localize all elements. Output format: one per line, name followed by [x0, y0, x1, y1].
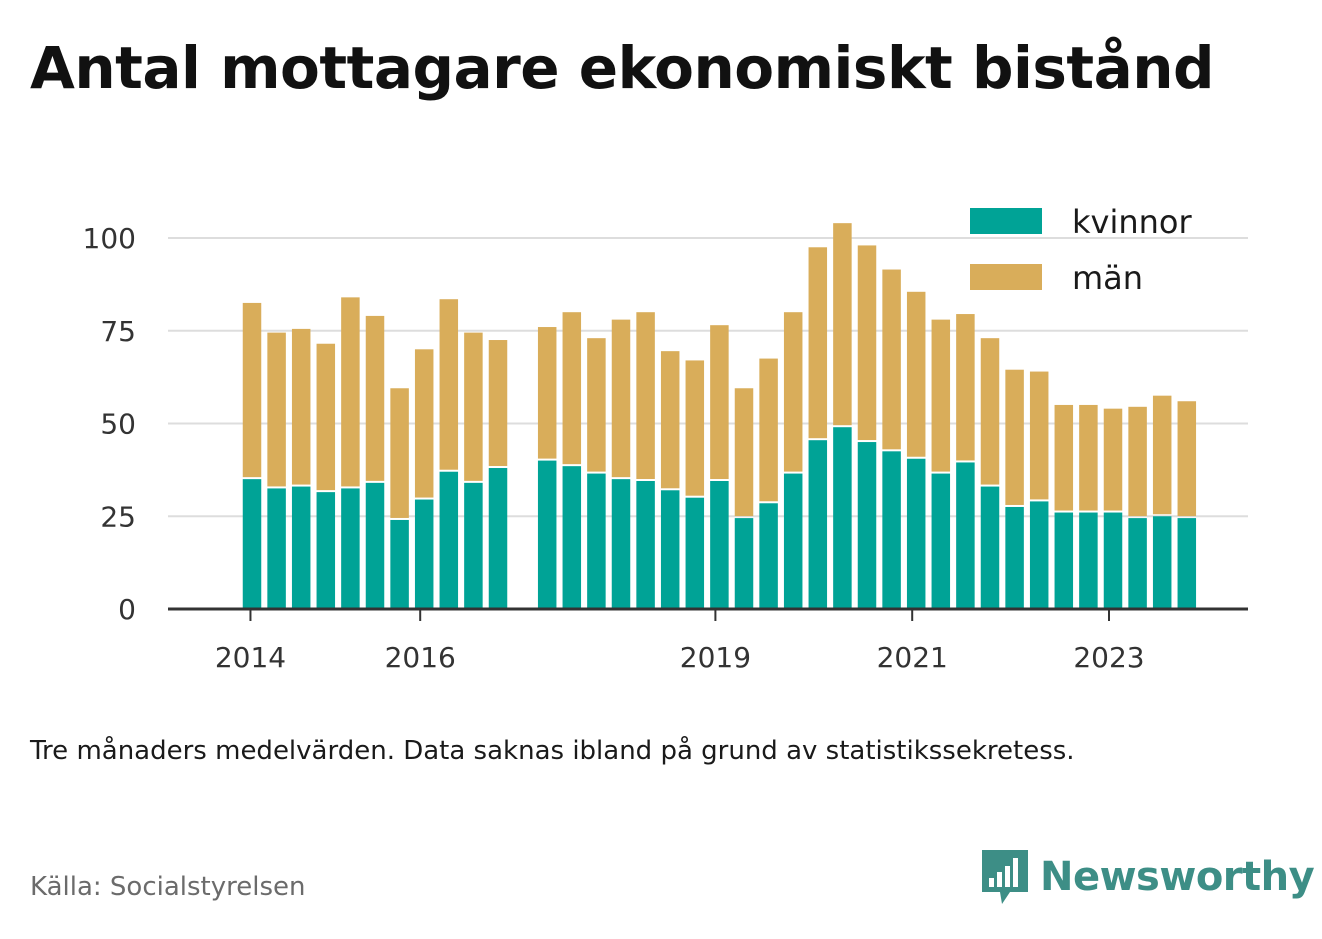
bar-man[interactable]	[267, 332, 286, 487]
bar-man[interactable]	[390, 388, 409, 518]
bar-man[interactable]	[857, 245, 877, 441]
bar-kvinnor[interactable]	[587, 473, 606, 609]
y-tick-label: 0	[118, 593, 136, 626]
bar-kvinnor[interactable]	[267, 488, 286, 609]
brand-logo[interactable]: Newsworthy	[980, 848, 1315, 906]
bar-man[interactable]	[611, 319, 631, 478]
legend-label-kvinnor: kvinnor	[1072, 203, 1193, 241]
bar-kvinnor[interactable]	[488, 468, 508, 609]
x-tick-label: 2019	[680, 641, 751, 674]
bar-man[interactable]	[710, 325, 729, 480]
bar-kvinnor[interactable]	[242, 479, 262, 609]
chart-title: Antal mottagare ekonomiskt bistånd	[30, 34, 1215, 102]
bar-kvinnor[interactable]	[980, 486, 1000, 609]
bar-kvinnor[interactable]	[1029, 501, 1049, 609]
bar-man[interactable]	[759, 358, 778, 502]
bar-man[interactable]	[783, 312, 803, 472]
bar-man[interactable]	[537, 327, 557, 459]
bar-man[interactable]	[316, 343, 336, 491]
bar-man[interactable]	[488, 340, 508, 467]
bar-kvinnor[interactable]	[1005, 506, 1024, 609]
bar-man[interactable]	[587, 338, 606, 472]
bar-man[interactable]	[882, 269, 901, 450]
bar-kvinnor[interactable]	[759, 503, 778, 609]
bar-man[interactable]	[833, 223, 852, 426]
bar-man[interactable]	[414, 349, 434, 498]
legend-label-man: män	[1072, 259, 1143, 297]
bar-man[interactable]	[1152, 395, 1172, 515]
bar-man[interactable]	[956, 314, 975, 461]
y-tick-label: 75	[100, 315, 136, 348]
bar-man[interactable]	[1177, 401, 1197, 517]
y-tick-label: 25	[100, 500, 136, 533]
bar-man[interactable]	[980, 338, 1000, 485]
bar-man[interactable]	[291, 328, 311, 485]
bar-man[interactable]	[341, 297, 360, 487]
bar-kvinnor[interactable]	[291, 486, 311, 609]
bar-kvinnor[interactable]	[660, 490, 680, 609]
x-tick-label: 2016	[385, 641, 456, 674]
bar-kvinnor[interactable]	[316, 492, 336, 609]
legend-swatch-man	[970, 264, 1042, 290]
bar-kvinnor[interactable]	[1103, 512, 1123, 609]
bar-man[interactable]	[685, 360, 705, 496]
bar-kvinnor[interactable]	[783, 473, 803, 609]
bar-kvinnor[interactable]	[882, 451, 901, 609]
bar-man[interactable]	[1103, 408, 1123, 511]
y-tick-label: 100	[83, 222, 136, 255]
bar-kvinnor[interactable]	[439, 471, 459, 609]
bar-kvinnor[interactable]	[562, 466, 582, 609]
brand-name: Newsworthy	[1040, 854, 1315, 900]
y-tick-label: 50	[100, 408, 136, 441]
bar-kvinnor[interactable]	[414, 499, 434, 609]
bar-kvinnor[interactable]	[464, 482, 483, 609]
bar-kvinnor[interactable]	[390, 519, 409, 609]
x-tick-label: 2023	[1073, 641, 1144, 674]
bar-man[interactable]	[906, 291, 926, 457]
chart-note: Tre månaders medelvärden. Data saknas ib…	[30, 736, 1075, 766]
bar-man[interactable]	[1005, 369, 1024, 505]
bar-man[interactable]	[808, 247, 828, 439]
bar-kvinnor[interactable]	[1079, 512, 1098, 609]
bar-man[interactable]	[1079, 404, 1098, 511]
bar-man[interactable]	[660, 351, 680, 489]
stacked-bar-chart: 0 25 50 75 100 2014 2016 2019 2021 2023 kvinnor män	[83, 203, 1248, 674]
bar-kvinnor[interactable]	[956, 462, 975, 609]
bar-kvinnor[interactable]	[808, 440, 828, 609]
bar-kvinnor[interactable]	[636, 481, 655, 609]
bar-man[interactable]	[734, 388, 754, 517]
bar-man[interactable]	[562, 312, 582, 465]
bar-kvinnor[interactable]	[906, 458, 926, 609]
legend-swatch-kvinnor	[970, 208, 1042, 234]
bar-man[interactable]	[636, 312, 655, 480]
x-tick-label: 2021	[877, 641, 948, 674]
bar-kvinnor[interactable]	[710, 481, 729, 609]
bar-man[interactable]	[1128, 406, 1147, 517]
bar-kvinnor[interactable]	[931, 473, 951, 609]
bar-man[interactable]	[1029, 371, 1049, 500]
bar-kvinnor[interactable]	[685, 497, 705, 609]
source-label: Källa: Socialstyrelsen	[30, 872, 306, 902]
bar-man[interactable]	[931, 319, 951, 472]
bar-kvinnor[interactable]	[365, 482, 385, 609]
bar-kvinnor[interactable]	[341, 488, 360, 609]
bar-kvinnor[interactable]	[833, 427, 852, 609]
bar-kvinnor[interactable]	[1128, 518, 1147, 609]
x-tick-label: 2014	[215, 641, 286, 674]
bar-man[interactable]	[242, 302, 262, 478]
bar-kvinnor[interactable]	[611, 479, 631, 609]
bar-kvinnor[interactable]	[1152, 516, 1172, 609]
bar-kvinnor[interactable]	[537, 460, 557, 609]
bar-man[interactable]	[365, 315, 385, 481]
bar-kvinnor[interactable]	[734, 518, 754, 609]
bar-man[interactable]	[439, 299, 459, 470]
bar-man[interactable]	[1054, 404, 1074, 511]
bar-kvinnor[interactable]	[1177, 518, 1197, 609]
bar-kvinnor[interactable]	[1054, 512, 1074, 609]
newsworthy-logo-icon	[982, 850, 1028, 904]
bar-kvinnor[interactable]	[857, 442, 877, 609]
bar-man[interactable]	[464, 332, 483, 481]
